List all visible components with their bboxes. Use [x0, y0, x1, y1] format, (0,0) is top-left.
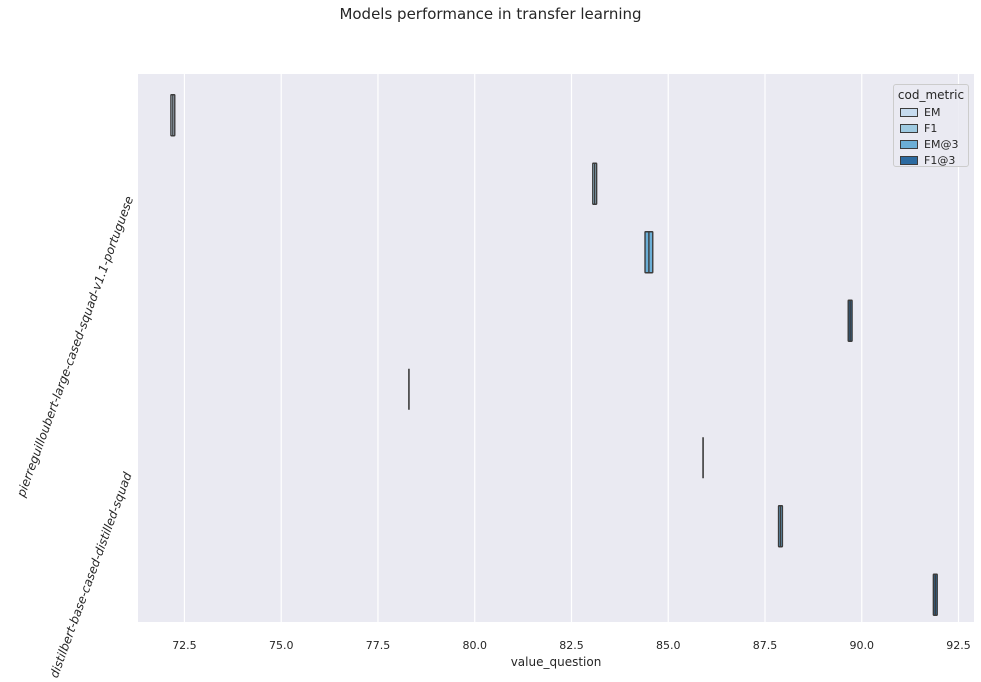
chart-title: Models performance in transfer learning [339, 5, 642, 23]
x-tick-label: 72.5 [172, 639, 197, 652]
x-tick-label: 87.5 [753, 639, 778, 652]
x-tick-labels: 72.5 75.0 77.5 80.0 82.5 85.0 87.5 90.0 92.5 [172, 639, 971, 652]
x-tick-label: 90.0 [850, 639, 875, 652]
legend-label: F1 [924, 121, 938, 135]
box-em-1 [408, 368, 410, 410]
box-f1-1 [702, 437, 704, 479]
x-tick-label: 85.0 [656, 639, 681, 652]
legend: cod_metric EM F1 EM@3 F1@3 [893, 84, 969, 167]
legend-swatch [900, 139, 918, 149]
legend-swatch [900, 155, 918, 165]
x-tick-label: 75.0 [269, 639, 294, 652]
legend-swatch [900, 123, 918, 133]
x-axis-label: value_question [511, 655, 602, 669]
legend-label: EM@3 [924, 137, 959, 151]
plot-area [138, 74, 974, 622]
x-tick-label: 82.5 [559, 639, 584, 652]
legend-item: F1 [894, 120, 968, 136]
legend-label: F1@3 [924, 153, 956, 167]
legend-item: EM@3 [894, 136, 968, 152]
x-tick-label: 92.5 [946, 639, 971, 652]
legend-swatch [900, 107, 918, 117]
legend-label: EM [924, 105, 941, 119]
legend-item: F1@3 [894, 152, 968, 168]
x-tick-label: 80.0 [462, 639, 487, 652]
boxes [170, 94, 938, 616]
x-tick-label: 77.5 [366, 639, 391, 652]
legend-title: cod_metric [897, 88, 965, 102]
legend-item: EM [894, 104, 968, 120]
